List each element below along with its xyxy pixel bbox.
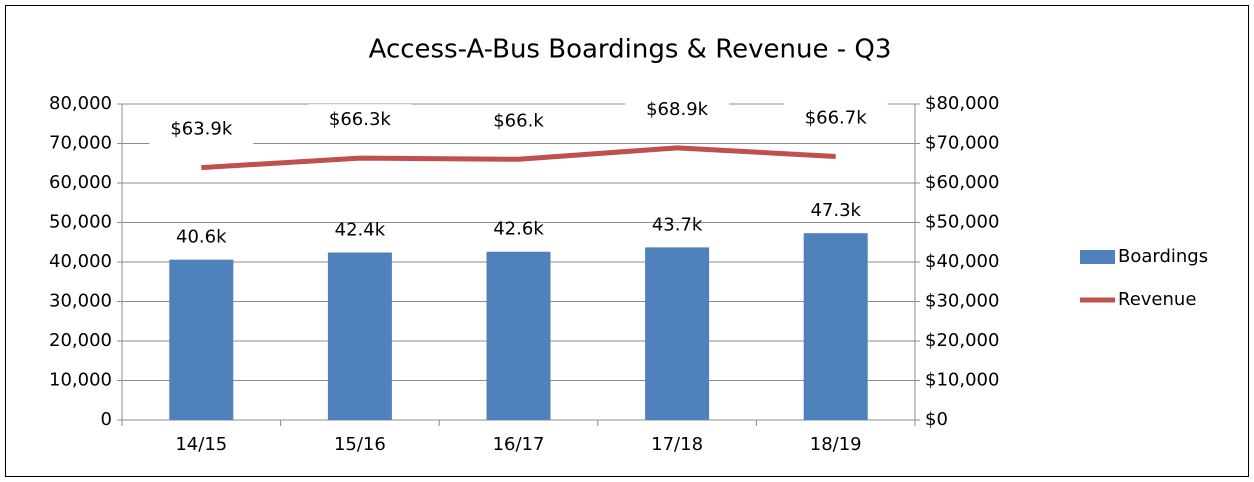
bar: [486, 251, 551, 420]
x-tick-label: 17/18: [651, 434, 703, 455]
y2-tick-label: $60,000: [925, 172, 999, 193]
chart-title: Access-A-Bus Boardings & Revenue - Q3: [369, 35, 892, 65]
label-background: [466, 105, 571, 138]
data-label: $63.9k: [170, 119, 233, 140]
bar: [169, 259, 234, 420]
legend-label: Revenue: [1118, 289, 1196, 310]
data-label: 47.3k: [810, 200, 861, 221]
data-label: 42.4k: [335, 220, 386, 241]
y2-tick-label: $10,000: [925, 370, 999, 391]
y2-tick-label: $70,000: [925, 133, 999, 154]
label-background: [149, 113, 254, 146]
bar: [645, 247, 710, 420]
data-label: $66.3k: [329, 109, 392, 130]
x-tick-label: 14/15: [175, 434, 227, 455]
y2-tick-label: $30,000: [925, 291, 999, 312]
label-background: [783, 102, 888, 135]
label-background: [625, 93, 730, 126]
y2-tick-label: $0: [925, 409, 948, 430]
bar: [803, 233, 868, 420]
legend-swatch: [1080, 250, 1115, 264]
data-label: $66.k: [493, 110, 544, 131]
y-tick-label: 20,000: [49, 330, 112, 351]
y2-tick-label: $20,000: [925, 330, 999, 351]
y-tick-label: 80,000: [49, 93, 112, 114]
label-background: [307, 104, 412, 137]
x-tick-label: 16/17: [493, 434, 545, 455]
y2-tick-label: $80,000: [925, 93, 999, 114]
data-label: $68.9k: [646, 99, 709, 120]
legend-label: Boardings: [1118, 246, 1208, 267]
y-tick-label: 60,000: [49, 172, 112, 193]
data-label: $66.7k: [805, 108, 868, 129]
y2-tick-label: $40,000: [925, 251, 999, 272]
data-label: 42.6k: [493, 219, 544, 240]
y-tick-label: 10,000: [49, 370, 112, 391]
y2-tick-label: $50,000: [925, 212, 999, 233]
y-tick-label: 70,000: [49, 133, 112, 154]
bar: [327, 252, 392, 420]
y-tick-label: 50,000: [49, 212, 112, 233]
y-tick-label: 30,000: [49, 291, 112, 312]
line: [201, 145, 836, 171]
y-tick-label: 0: [101, 409, 112, 430]
data-label: 40.6k: [176, 227, 227, 248]
data-label: 43.7k: [652, 214, 703, 235]
x-tick-label: 15/16: [334, 434, 386, 455]
x-tick-label: 18/19: [810, 434, 862, 455]
y-tick-label: 40,000: [49, 251, 112, 272]
